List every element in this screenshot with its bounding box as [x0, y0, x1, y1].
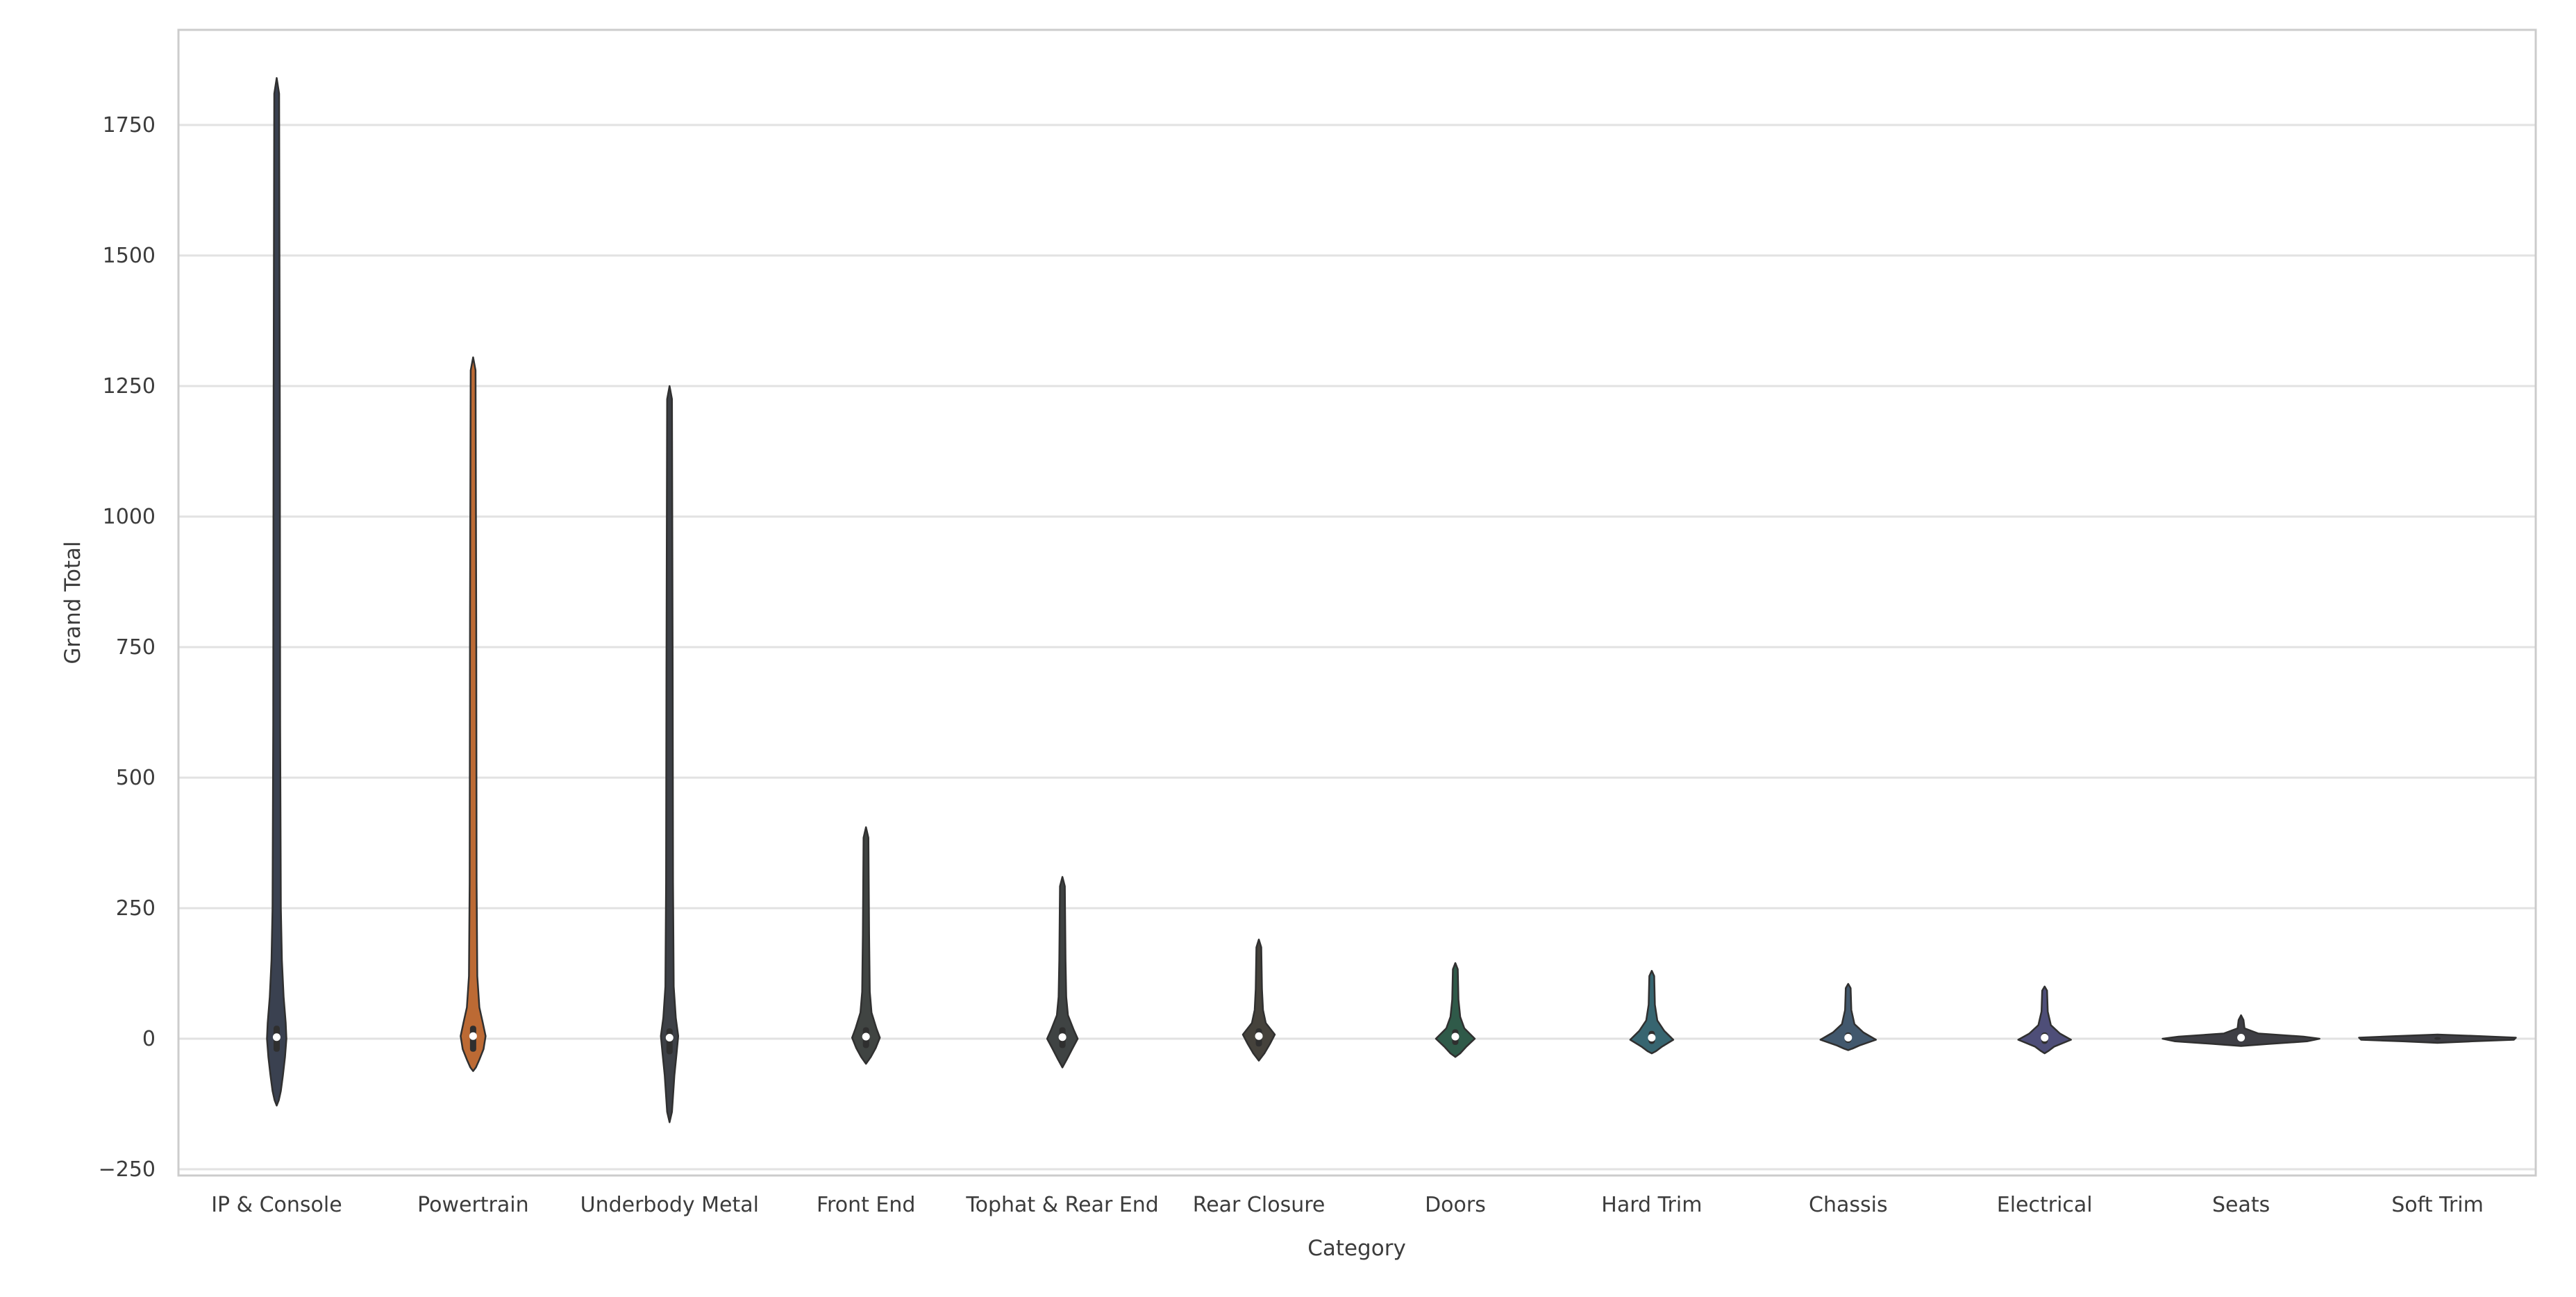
- median-dot: [469, 1032, 477, 1040]
- median-dot: [2237, 1033, 2245, 1041]
- y-tick-label: −250: [99, 1157, 156, 1182]
- median-dot: [1648, 1033, 1656, 1041]
- y-tick-label: 500: [116, 766, 156, 790]
- x-tick-label: IP & Console: [211, 1193, 342, 1217]
- violin-hard-trim: [1629, 969, 1675, 1055]
- median-dot: [1451, 1032, 1460, 1041]
- x-tick-label: Front End: [817, 1193, 915, 1217]
- x-tick-label: Tophat & Rear End: [965, 1193, 1158, 1217]
- median-dot: [1058, 1033, 1067, 1041]
- y-tick-label: 1250: [103, 374, 156, 399]
- x-tick-label: Hard Trim: [1601, 1193, 1702, 1217]
- violin-underbody-metal: [660, 385, 680, 1123]
- y-tick-label: 0: [142, 1027, 156, 1051]
- x-tick-label: Powertrain: [417, 1193, 529, 1217]
- y-axis-title: Grand Total: [60, 541, 85, 664]
- violin-electrical: [2017, 985, 2072, 1055]
- violin-seats: [2161, 1014, 2320, 1047]
- x-tick-label: Seats: [2212, 1193, 2270, 1217]
- violin-ip-console: [266, 77, 287, 1107]
- median-dot: [272, 1033, 281, 1041]
- y-tick-label: 750: [116, 635, 156, 660]
- median-dot: [862, 1032, 870, 1041]
- violin-powertrain: [460, 356, 487, 1072]
- x-tick-label: Electrical: [1997, 1193, 2093, 1217]
- y-tick-label: 1750: [103, 113, 156, 137]
- y-tick-label: 250: [116, 896, 156, 921]
- x-tick-label: Soft Trim: [2391, 1193, 2484, 1217]
- axes-spines: [177, 28, 2537, 1177]
- x-axis-title: Category: [1307, 1236, 1406, 1261]
- median-dot: [665, 1033, 674, 1041]
- y-tick-label: 1000: [103, 505, 156, 529]
- violin-quartile-box: [2434, 1037, 2441, 1040]
- y-tick-label: 1500: [103, 244, 156, 268]
- violin-tophat-rear-end: [1046, 876, 1079, 1069]
- violin-doors: [1435, 962, 1476, 1058]
- x-tick-label: Rear Closure: [1193, 1193, 1325, 1217]
- median-dot: [2041, 1033, 2049, 1041]
- median-dot: [1844, 1033, 1852, 1041]
- median-dot: [1255, 1032, 1263, 1040]
- x-tick-label: Doors: [1425, 1193, 1486, 1217]
- violin-rear-closure: [1241, 938, 1276, 1062]
- violin-chassis: [1819, 982, 1877, 1051]
- x-tick-label: Underbody Metal: [580, 1193, 759, 1217]
- violin-front-end: [851, 826, 881, 1065]
- x-tick-label: Chassis: [1809, 1193, 1888, 1217]
